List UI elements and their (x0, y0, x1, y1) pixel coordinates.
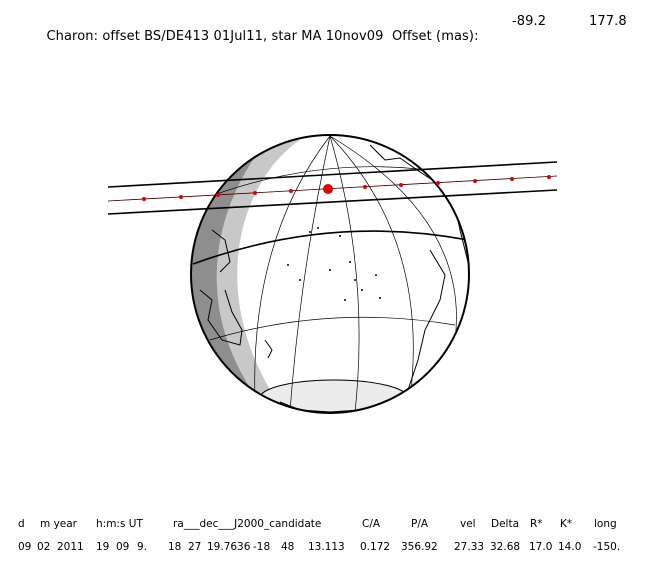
value-min: 09 (116, 541, 130, 553)
value-long: -150. (593, 541, 621, 553)
value-dec-d: -18 (253, 541, 271, 553)
chart-title: Charon: offset BS/DE413 01Jul11, star MA… (38, 14, 626, 74)
value-s: 9. (137, 541, 148, 553)
value-year: 2011 (57, 541, 84, 553)
header-radec: ra___dec___J2000_candidate (173, 518, 322, 530)
header-ca: C/A (362, 518, 381, 530)
header-rstar: R* (530, 518, 543, 530)
header-hms: h:m:s UT (96, 518, 143, 530)
closest-approach-marker (323, 184, 333, 194)
value-dec-m: 48 (281, 541, 295, 553)
value-ra-m: 27 (188, 541, 202, 553)
header-kstar: K* (560, 518, 573, 530)
value-h: 19 (96, 541, 110, 553)
value-m: 02 (37, 541, 51, 553)
header-long: long (594, 518, 617, 530)
value-dec-s: 13.113 (308, 541, 345, 553)
offset-x-value: -89.2 (512, 14, 547, 29)
globe-outline (190, 134, 470, 414)
header-m-year: m year (40, 518, 77, 530)
header-d: d (18, 518, 25, 530)
value-ra-h: 18 (168, 541, 182, 553)
value-ra-s: 19.7636 (207, 541, 251, 553)
header-vel: vel (460, 518, 476, 530)
value-d: 09 (18, 541, 32, 553)
offset-y-value: 177.8 (589, 14, 627, 29)
value-kstar: 14.0 (558, 541, 582, 553)
time-markers (142, 175, 551, 201)
title-text: Charon: offset BS/DE413 01Jul11, star MA… (46, 29, 479, 44)
value-rstar: 17.0 (529, 541, 553, 553)
shadow-limit-north (107, 161, 558, 188)
value-pa: 356.92 (401, 541, 438, 553)
island-dots (287, 227, 381, 301)
header-pa: P/A (411, 518, 429, 530)
header-delta: Delta (491, 518, 520, 530)
value-delta: 32.68 (490, 541, 521, 553)
value-vel: 27.33 (454, 541, 485, 553)
shadow-limit-south (107, 189, 558, 215)
value-ca: 0.172 (360, 541, 391, 553)
antarctica-region (259, 379, 409, 413)
